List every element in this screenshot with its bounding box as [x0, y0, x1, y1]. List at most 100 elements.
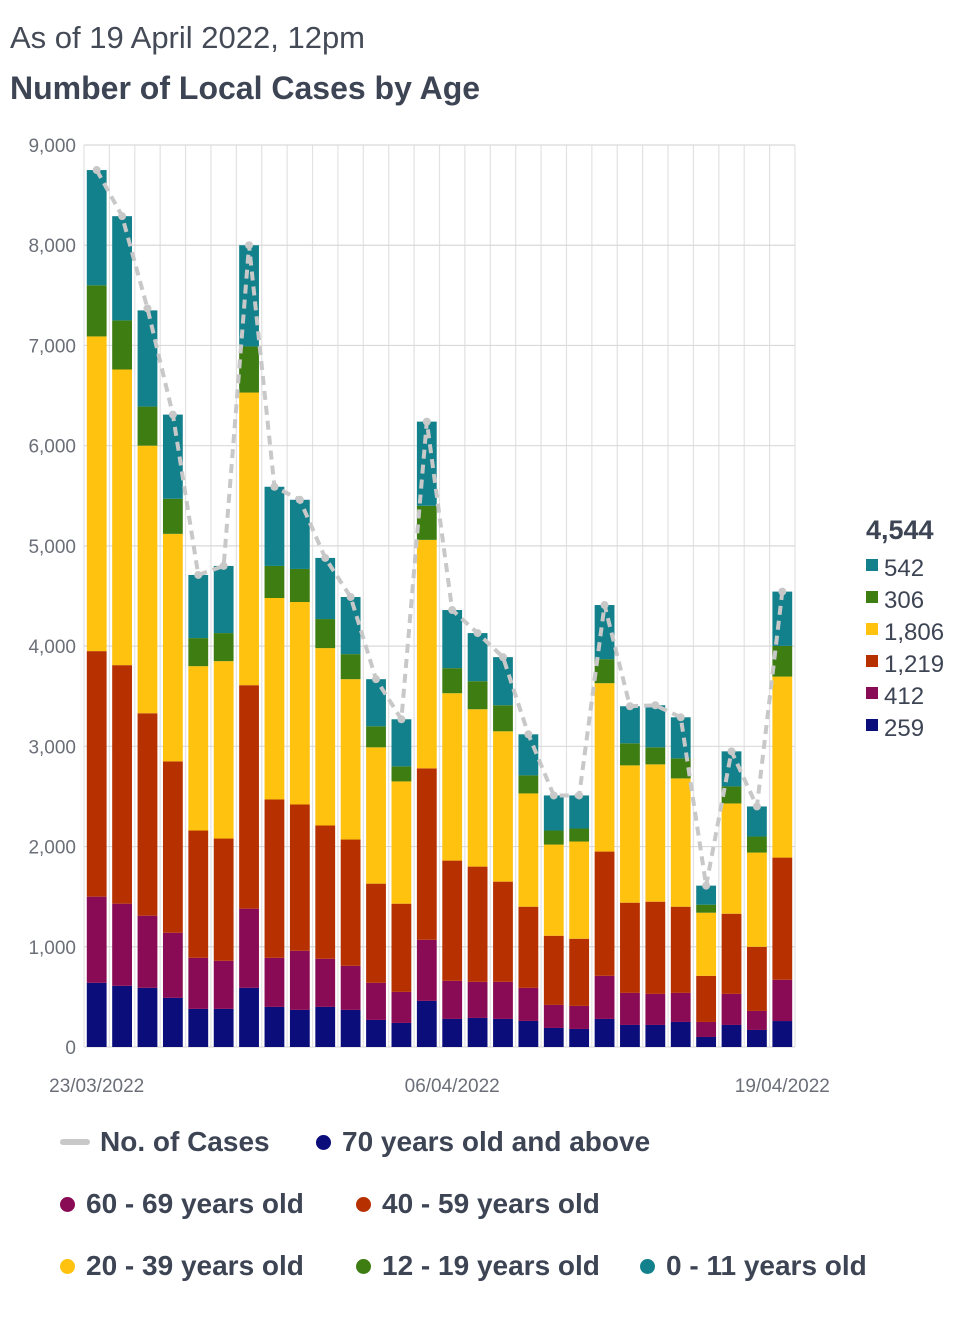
bar-segment	[289, 568, 310, 603]
bar-segment	[543, 1004, 564, 1028]
bar-segment	[239, 346, 259, 393]
bar-segment	[645, 747, 666, 765]
total-line-point	[549, 791, 558, 800]
total-line-point	[778, 587, 787, 596]
total-line-point	[625, 702, 634, 711]
legend-dot-icon	[60, 1258, 75, 1274]
bar-segment	[442, 1018, 463, 1047]
bar-segment	[86, 982, 107, 1047]
bar-segment	[569, 841, 590, 939]
bar-segment	[391, 1022, 412, 1047]
legend-item-40-59[interactable]: 40 - 59 years old	[356, 1188, 600, 1220]
bar-segment	[518, 775, 539, 794]
legend-item-0-11[interactable]: 0 - 11 years old	[640, 1250, 867, 1282]
bar-segment	[315, 825, 336, 959]
bar-segment	[86, 896, 107, 983]
bar-segment	[645, 705, 666, 748]
total-cases-line	[92, 166, 787, 890]
bar-segment	[518, 1020, 539, 1047]
bar-segment	[264, 957, 285, 1007]
total-line-point	[727, 747, 736, 756]
bar-segment	[86, 285, 107, 337]
bar-segment	[467, 866, 488, 982]
dashed-line-icon	[60, 1139, 90, 1145]
total-line-point	[575, 791, 584, 800]
bar-segment	[416, 768, 437, 940]
total-line-point	[498, 653, 507, 662]
bar-segment	[112, 665, 132, 904]
y-tick-label: 1,000	[28, 938, 76, 959]
bar-segment	[137, 987, 158, 1047]
bar-segment	[670, 992, 691, 1022]
bar-segment	[772, 676, 793, 858]
bar-segment	[518, 987, 539, 1021]
bar-segment	[86, 170, 107, 286]
bar-segment	[721, 913, 742, 994]
total-line-point	[752, 802, 761, 811]
bar-segment	[772, 591, 793, 646]
bar-segment	[594, 1018, 615, 1047]
y-tick-label: 2,000	[28, 838, 76, 859]
legend-item-70-plus[interactable]: 70 years old and above	[316, 1126, 650, 1158]
bar-segment	[493, 881, 513, 982]
bar-segment	[721, 993, 742, 1025]
bar-segment	[493, 981, 513, 1019]
summary-swatch	[866, 687, 878, 699]
bar-segment	[543, 844, 564, 936]
total-line-point	[321, 553, 330, 562]
bar-segment	[620, 992, 640, 1025]
bar-segment	[264, 598, 285, 800]
bar-segment	[366, 883, 386, 983]
bar-segment	[137, 713, 158, 916]
bar-segment	[569, 1005, 590, 1029]
legend-item-20-39[interactable]: 20 - 39 years old	[60, 1250, 304, 1282]
bar-segment	[670, 1021, 691, 1047]
y-tick-label: 8,000	[28, 236, 76, 257]
legend-item-12-19[interactable]: 12 - 19 years old	[356, 1250, 600, 1282]
legend-label: 20 - 39 years old	[86, 1250, 304, 1281]
y-tick-label: 4,000	[28, 637, 76, 658]
bar-segment	[162, 997, 183, 1047]
y-axis: 0 1,000 2,000 3,000 4,000 5,000 6,000 7,000 8,00…	[28, 136, 76, 1059]
bar-segment	[747, 806, 767, 837]
bar-segment	[467, 709, 488, 867]
bar-segment	[340, 597, 361, 655]
legend-item-no-of-cases[interactable]: No. of Cases	[60, 1126, 270, 1158]
bar-segment	[239, 392, 259, 686]
x-tick-label: 23/03/2022	[49, 1076, 144, 1097]
total-line-point	[92, 166, 101, 175]
x-axis: 23/03/2022 06/04/2022 19/04/2022	[49, 1076, 830, 1097]
legend-item-60-69[interactable]: 60 - 69 years old	[60, 1188, 304, 1220]
bar-segment	[340, 654, 361, 680]
total-line-point	[194, 570, 203, 579]
bar-segment	[543, 830, 564, 845]
total-line-point	[118, 212, 127, 221]
bar-segment	[162, 498, 183, 534]
bar-segment	[747, 1029, 767, 1047]
bar-segment	[493, 731, 513, 882]
bar-segment	[188, 957, 209, 1009]
bar-segment	[137, 310, 158, 407]
latest-total-label: 4,544	[866, 515, 934, 545]
total-line-point	[219, 561, 228, 570]
bar-segment	[747, 1010, 767, 1030]
bar-segment	[493, 1018, 513, 1047]
bar-segment	[86, 651, 107, 897]
y-tick-label: 0	[65, 1038, 76, 1059]
legend-label: 12 - 19 years old	[382, 1250, 600, 1281]
bar-segment	[594, 683, 615, 852]
bar-segment	[594, 851, 615, 976]
legend-label: No. of Cases	[100, 1126, 270, 1157]
bar-segment	[747, 852, 767, 947]
bar-segment	[391, 903, 412, 992]
bar-segment	[594, 975, 615, 1019]
bar-segment	[645, 901, 666, 994]
bar-segment	[315, 648, 336, 826]
bar-segment	[137, 915, 158, 988]
bar-segment	[721, 786, 742, 804]
bar-segment	[493, 657, 513, 706]
bar-segment	[188, 830, 209, 958]
bar-segment	[696, 1021, 717, 1037]
legend-dot-icon	[60, 1196, 75, 1212]
bar-segment	[112, 216, 132, 321]
